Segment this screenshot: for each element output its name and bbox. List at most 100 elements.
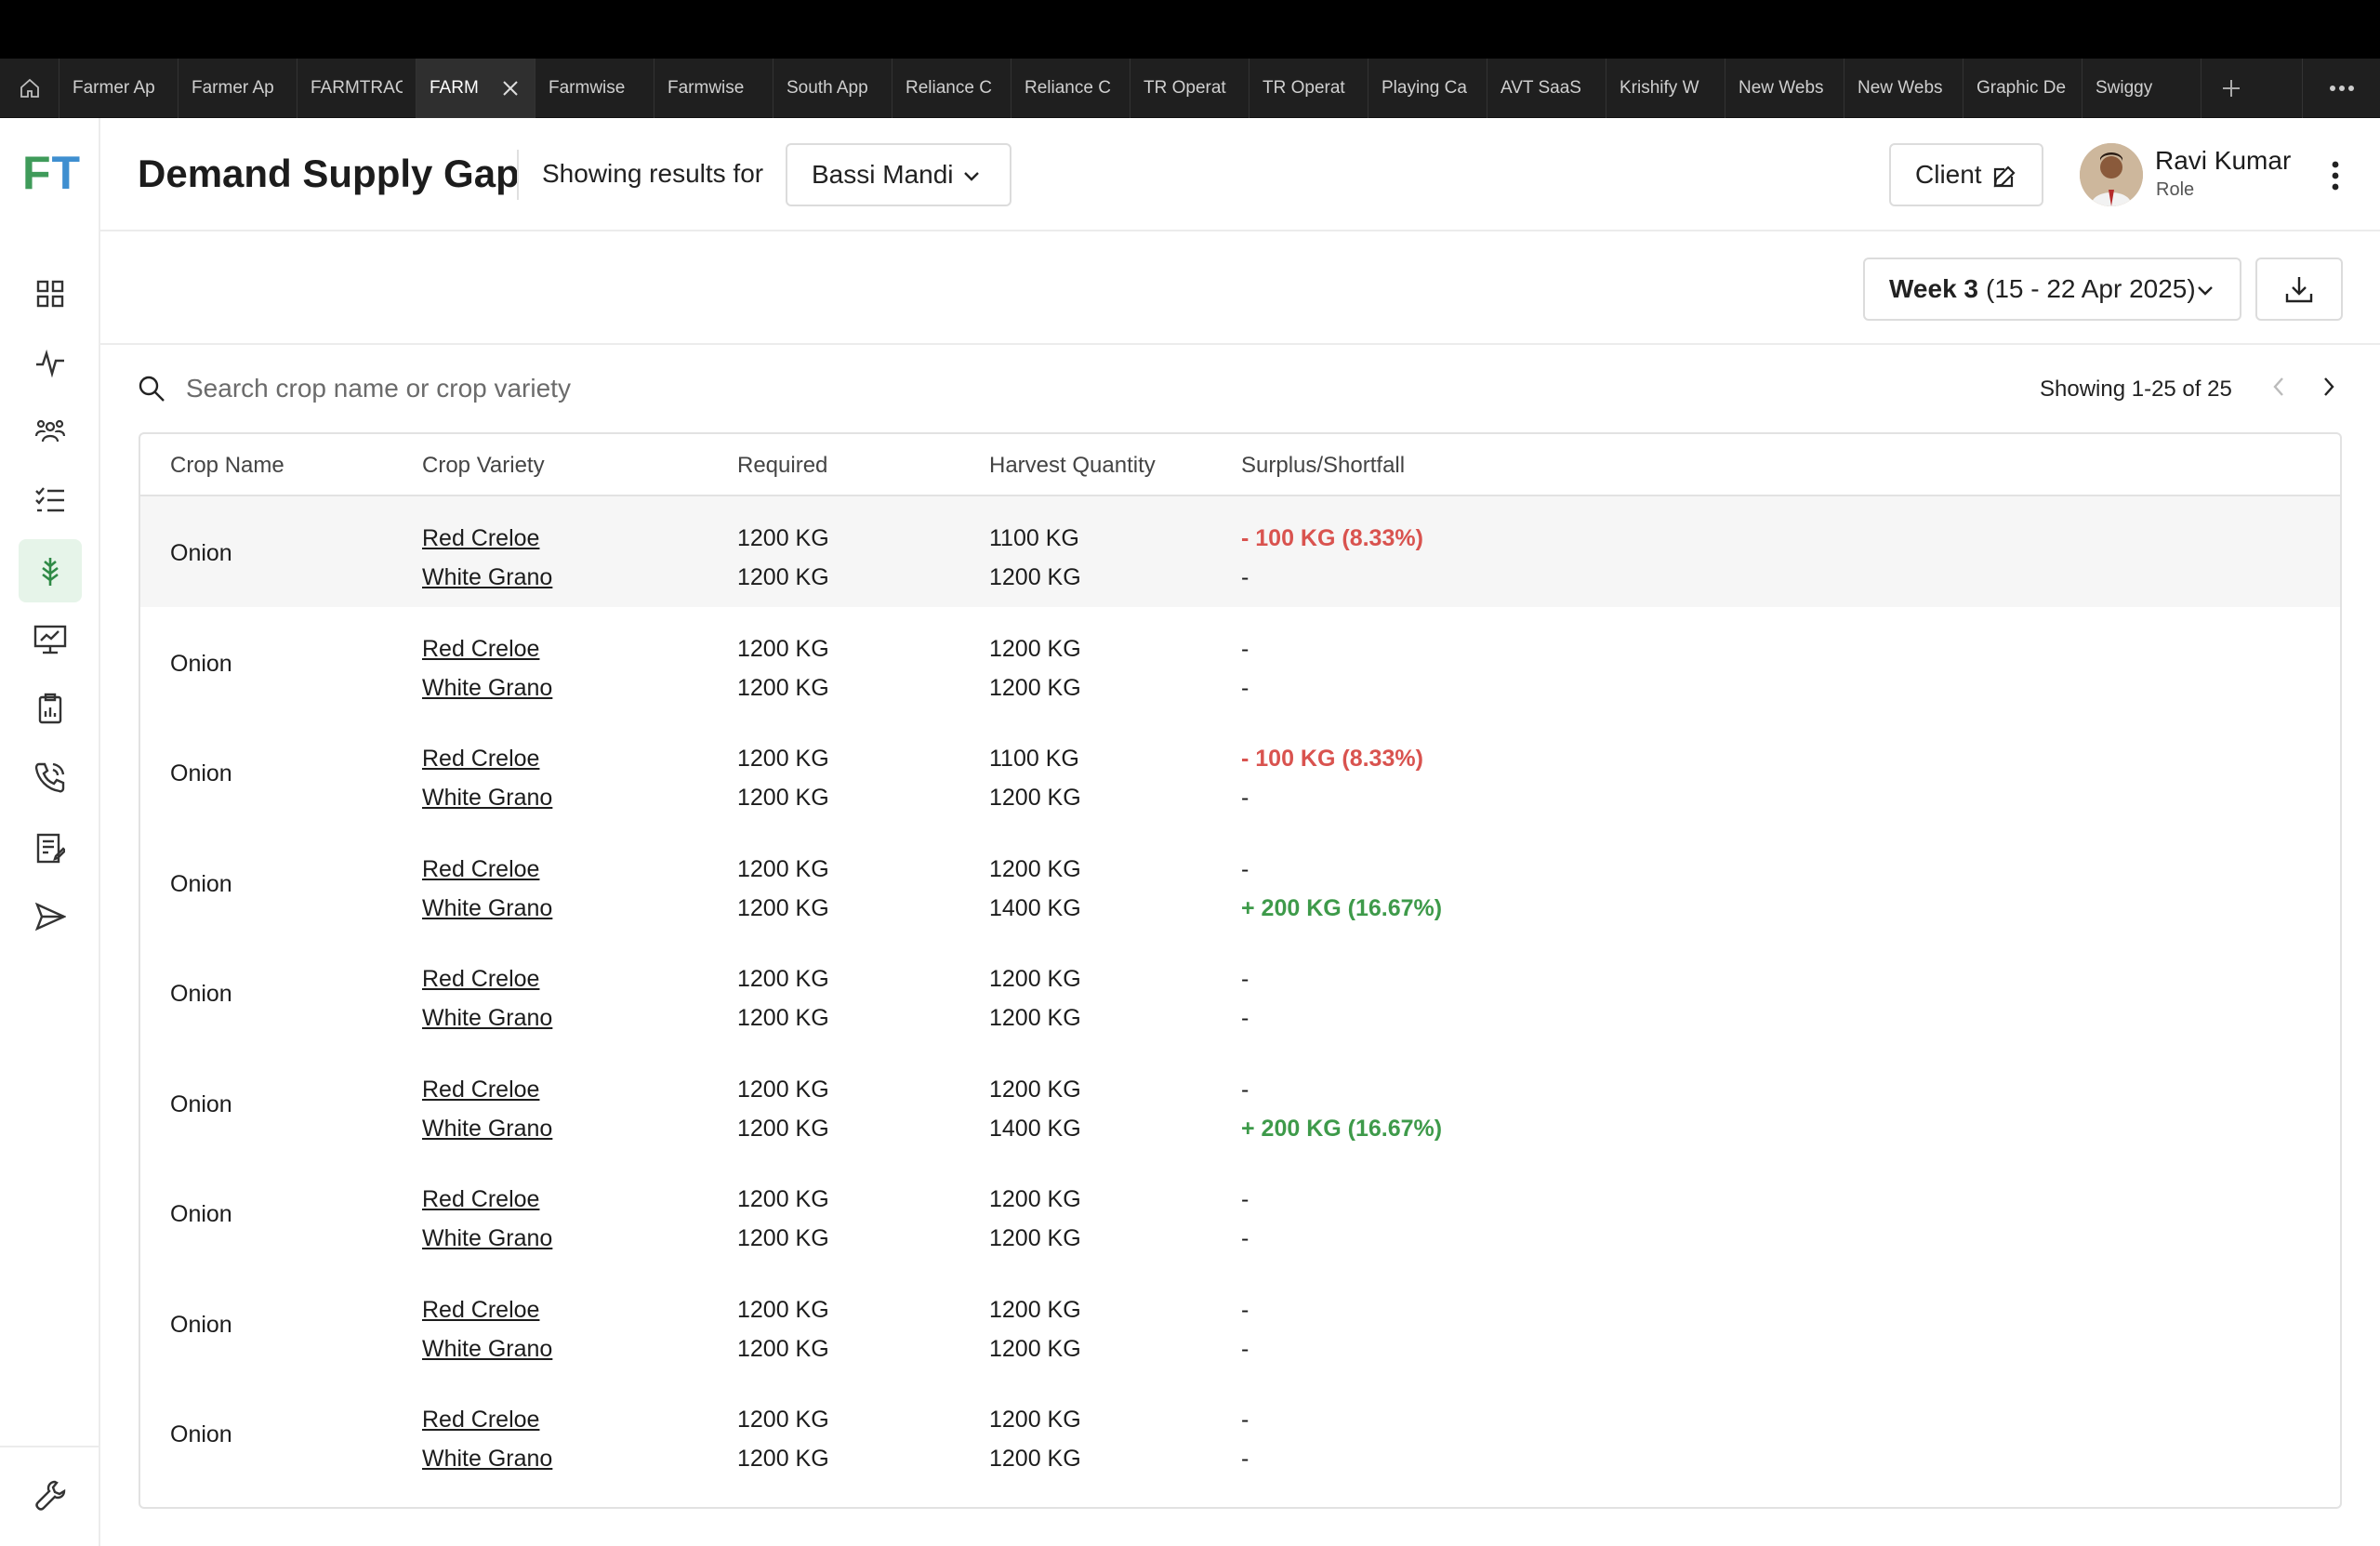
table-row[interactable]: Onion Red Creloe White Grano 1200 KG 1200 KG… [140, 827, 2340, 938]
crop-variety-link[interactable]: White Grano [422, 894, 553, 921]
crop-variety-link[interactable]: Red Creloe [422, 525, 540, 551]
header-harvest-quantity[interactable]: Harvest Quantity [989, 453, 1156, 478]
table-row[interactable]: Onion Red Creloe White Grano 1200 KG 1200 KG… [140, 1378, 2340, 1488]
mandi-dropdown[interactable]: Bassi Mandi [786, 143, 1012, 206]
surplus-shortfall-cell: - [1241, 855, 1250, 882]
crop-variety-link[interactable]: Red Creloe [422, 966, 540, 992]
surplus-shortfall-cell: - [1241, 1407, 1250, 1433]
table-row[interactable]: Onion Red Creloe White Grano 1200 KG 1200 KG… [140, 717, 2340, 827]
browser-tab[interactable]: South App [774, 58, 892, 118]
table-row[interactable]: Onion Red Creloe White Grano 1200 KG 1200 KG… [140, 1048, 2340, 1158]
crop-variety-link[interactable]: Red Creloe [422, 1076, 540, 1103]
browser-tab[interactable]: FARM [416, 58, 536, 118]
table-row[interactable]: Onion Red Creloe White Grano 1200 KG 1200 KG… [140, 1157, 2340, 1268]
crop-name-cell: Onion [170, 981, 232, 1007]
browser-tab-label: Farmer Ap [192, 77, 274, 98]
table-row[interactable]: Onion Red Creloe White Grano 1200 KG 1200 KG… [140, 496, 2340, 607]
close-icon[interactable] [499, 77, 522, 99]
header-more-button[interactable] [2317, 155, 2354, 196]
crop-variety-link[interactable]: Red Creloe [422, 1186, 540, 1212]
app-logo[interactable]: FT [22, 147, 82, 199]
week-range: (15 - 22 Apr 2025) [1986, 274, 2196, 303]
crop-variety-link[interactable]: White Grano [422, 674, 553, 701]
sidebar-item-calls[interactable] [19, 746, 82, 809]
header-surplus-shortfall[interactable]: Surplus/Shortfall [1241, 453, 1406, 478]
sidebar-item-settings[interactable] [19, 1463, 82, 1526]
browser-tab[interactable]: Farmwise [536, 58, 654, 118]
browser-tab[interactable]: Graphic De [1964, 58, 2082, 118]
browser-tab[interactable]: AVT SaaS [1488, 58, 1606, 118]
sidebar-item-dashboard[interactable] [19, 262, 82, 325]
surplus-shortfall-cell: - [1241, 1186, 1250, 1212]
surplus-shortfall-cell: - [1241, 785, 1250, 811]
browser-tab[interactable]: Swiggy [2082, 58, 2202, 118]
sidebar-item-send[interactable] [19, 885, 82, 948]
home-tab[interactable] [0, 58, 60, 118]
crop-variety-link[interactable]: Red Creloe [422, 635, 540, 662]
more-vertical-icon [2332, 161, 2339, 191]
crop-name-cell: Onion [170, 1421, 232, 1447]
crop-variety-link[interactable]: White Grano [422, 785, 553, 811]
table-header: Crop Name Crop Variety Required Harvest … [140, 434, 2340, 496]
surplus-shortfall-cell: - 100 KG (8.33%) [1241, 746, 1423, 772]
client-edit-button[interactable]: Client [1889, 143, 2043, 206]
search-input[interactable] [186, 367, 1116, 410]
crop-variety-link[interactable]: White Grano [422, 1335, 553, 1362]
crop-variety-link[interactable]: Red Creloe [422, 746, 540, 772]
crop-variety-link[interactable]: Red Creloe [422, 1296, 540, 1323]
sidebar-item-reports[interactable] [19, 677, 82, 740]
header-crop-name[interactable]: Crop Name [170, 453, 284, 478]
browser-tab[interactable]: Farmer Ap [60, 58, 178, 118]
crop-name-cell: Onion [170, 540, 232, 566]
week-label: Week 3 [1889, 274, 1978, 303]
crop-variety-link[interactable]: White Grano [422, 1225, 553, 1251]
sidebar-item-documents[interactable] [19, 816, 82, 879]
browser-tab[interactable]: TR Operat [1250, 58, 1368, 118]
required-cell: 1200 KG [737, 746, 829, 772]
browser-tab[interactable]: Reliance C [1012, 58, 1130, 118]
avatar[interactable] [2080, 143, 2143, 206]
header-crop-variety[interactable]: Crop Variety [422, 453, 545, 478]
required-cell: 1200 KG [737, 1115, 829, 1142]
browser-tab-label: South App [787, 77, 868, 98]
crop-variety-link[interactable]: Red Creloe [422, 1407, 540, 1433]
crop-variety-link[interactable]: White Grano [422, 1005, 553, 1031]
sidebar-item-tasks[interactable] [19, 469, 82, 532]
required-cell: 1200 KG [737, 1296, 829, 1323]
browser-tab[interactable]: Reliance C [892, 58, 1012, 118]
surplus-shortfall-cell: - [1241, 564, 1250, 590]
sidebar-item-activity[interactable] [19, 331, 82, 394]
previous-page-button[interactable] [2265, 371, 2293, 403]
download-button[interactable] [2255, 258, 2343, 321]
browser-tab[interactable]: Playing Ca [1368, 58, 1488, 118]
browser-tab-label: Playing Ca [1382, 77, 1467, 98]
crop-variety-link[interactable]: White Grano [422, 1446, 553, 1472]
farmers-icon [34, 419, 66, 443]
browser-tab[interactable]: New Webs [1844, 58, 1964, 118]
browser-tab[interactable]: FARMTRAC [298, 58, 416, 118]
sidebar-item-crops[interactable] [19, 539, 82, 602]
sidebar-item-farmers[interactable] [19, 400, 82, 463]
browser-tab[interactable]: Farmer Ap [178, 58, 298, 118]
harvest-quantity-cell: 1200 KG [989, 1186, 1081, 1212]
table-row[interactable]: Onion Red Creloe White Grano 1200 KG 1200 KG… [140, 1268, 2340, 1379]
sidebar-item-monitor[interactable] [19, 608, 82, 671]
header-required[interactable]: Required [737, 453, 828, 478]
table-row[interactable]: Onion Red Creloe White Grano 1200 KG 1200 KG… [140, 607, 2340, 718]
required-cell: 1200 KG [737, 894, 829, 921]
crop-variety-link[interactable]: Red Creloe [422, 855, 540, 882]
crop-variety-link[interactable]: White Grano [422, 1115, 553, 1142]
browser-tab[interactable]: New Webs [1726, 58, 1844, 118]
required-cell: 1200 KG [737, 785, 829, 811]
dashboard-icon [36, 280, 64, 308]
browser-tab[interactable]: TR Operat [1130, 58, 1250, 118]
tab-overflow-button[interactable] [2302, 59, 2380, 118]
browser-tab[interactable]: Krishify W [1606, 58, 1726, 118]
next-page-button[interactable] [2315, 371, 2343, 403]
new-tab-button[interactable] [2202, 59, 2261, 118]
browser-tab[interactable]: Farmwise [654, 58, 774, 118]
crop-variety-link[interactable]: White Grano [422, 564, 553, 590]
required-cell: 1200 KG [737, 564, 829, 590]
week-dropdown[interactable]: Week 3 (15 - 22 Apr 2025) [1863, 258, 2241, 321]
table-row[interactable]: Onion Red Creloe White Grano 1200 KG 1200 KG… [140, 937, 2340, 1048]
